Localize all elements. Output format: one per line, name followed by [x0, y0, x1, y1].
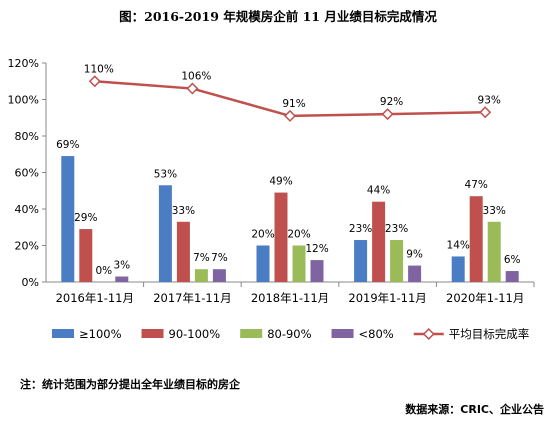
- x-tick-label: 2018年1-11月: [251, 291, 329, 305]
- y-tick-label: 60%: [15, 167, 39, 180]
- line-marker-1: [186, 82, 199, 95]
- line-marker-2: [283, 109, 297, 122]
- y-tick-label: 80%: [15, 130, 39, 143]
- line-data-label: 106%: [181, 71, 211, 83]
- bar-3-2: [310, 260, 324, 282]
- legend-label-3: <80%: [359, 327, 394, 341]
- legend-label-2: 80-90%: [267, 327, 311, 341]
- legend-swatch-0: [52, 329, 74, 338]
- legend-label-0: ≥100%: [79, 327, 122, 341]
- bar-data-label: 14%: [447, 239, 470, 251]
- legend-label-1: 90-100%: [169, 327, 221, 341]
- x-tick-label: 2016年1-11月: [56, 291, 134, 305]
- bar-data-label: 20%: [251, 229, 274, 241]
- bar-data-label: 6%: [504, 254, 521, 266]
- bar-2-1: [194, 269, 208, 282]
- bar-data-label: 3%: [113, 260, 130, 272]
- line-marker-0: [88, 75, 101, 88]
- bar-data-label: 53%: [154, 168, 177, 180]
- bar-data-label: 29%: [74, 212, 97, 224]
- bar-data-label: 9%: [406, 249, 423, 261]
- y-tick-label: 40%: [15, 203, 39, 216]
- bar-data-label: 44%: [367, 185, 390, 197]
- bar-data-label: 7%: [193, 252, 210, 264]
- x-tick-label: 2017年1-11月: [153, 291, 231, 305]
- bar-0-1: [158, 185, 172, 282]
- bar-2-2: [292, 245, 306, 282]
- bar-2-3: [390, 240, 404, 282]
- x-tick-label: 2020年1-11月: [446, 291, 524, 305]
- bar-1-1: [176, 221, 190, 282]
- bar-data-label: 20%: [287, 229, 310, 241]
- bar-0-0: [61, 156, 75, 282]
- chart-title: 图：2016-2019 年规模房企前 11 月业绩目标完成情况: [119, 9, 437, 24]
- bar-3-4: [505, 271, 519, 282]
- bar-data-label: 0%: [95, 265, 112, 277]
- y-tick-label: 0%: [22, 276, 39, 289]
- bar-data-label: 33%: [483, 205, 506, 217]
- legend-label-line: 平均目标完成率: [449, 327, 530, 341]
- line-marker-3: [381, 108, 394, 121]
- bar-data-label: 23%: [385, 223, 408, 235]
- bar-data-label: 69%: [56, 139, 79, 151]
- bar-data-label: 33%: [172, 205, 195, 217]
- bar-3-1: [212, 269, 226, 282]
- line-data-label: 93%: [478, 94, 501, 106]
- bar-data-label: 47%: [465, 179, 488, 191]
- bar-data-label: 7%: [211, 252, 228, 264]
- line-data-label: 110%: [84, 63, 114, 75]
- legend-line-marker: [422, 327, 435, 341]
- line-data-label: 91%: [282, 98, 305, 110]
- bar-1-4: [469, 196, 483, 282]
- y-tick-label: 100%: [8, 94, 39, 107]
- bar-data-label: 12%: [305, 243, 328, 255]
- bar-3-0: [115, 276, 129, 282]
- y-tick-label: 120%: [8, 57, 39, 70]
- bar-3-3: [408, 265, 422, 282]
- bar-0-2: [256, 245, 270, 282]
- line-marker-4: [479, 106, 492, 119]
- bar-1-0: [79, 229, 93, 282]
- bar-data-label: 49%: [269, 176, 292, 188]
- legend-swatch-2: [240, 329, 263, 338]
- bar-1-3: [372, 201, 386, 282]
- x-tick-label: 2019年1-11月: [348, 291, 426, 305]
- data-source: 数据来源：CRIC、企业公告: [405, 403, 544, 416]
- legend-swatch-1: [141, 329, 164, 338]
- bar-data-label: 23%: [349, 223, 372, 235]
- chart-note: 注：统计范围为部分提出全年业绩目标的房企: [20, 378, 240, 391]
- legend-swatch-3: [331, 329, 354, 338]
- line-data-label: 92%: [380, 96, 403, 108]
- bar-0-3: [354, 240, 368, 282]
- bar-2-4: [487, 221, 501, 282]
- y-tick-label: 20%: [15, 240, 39, 253]
- bar-0-4: [451, 256, 465, 282]
- bar-1-2: [274, 192, 288, 282]
